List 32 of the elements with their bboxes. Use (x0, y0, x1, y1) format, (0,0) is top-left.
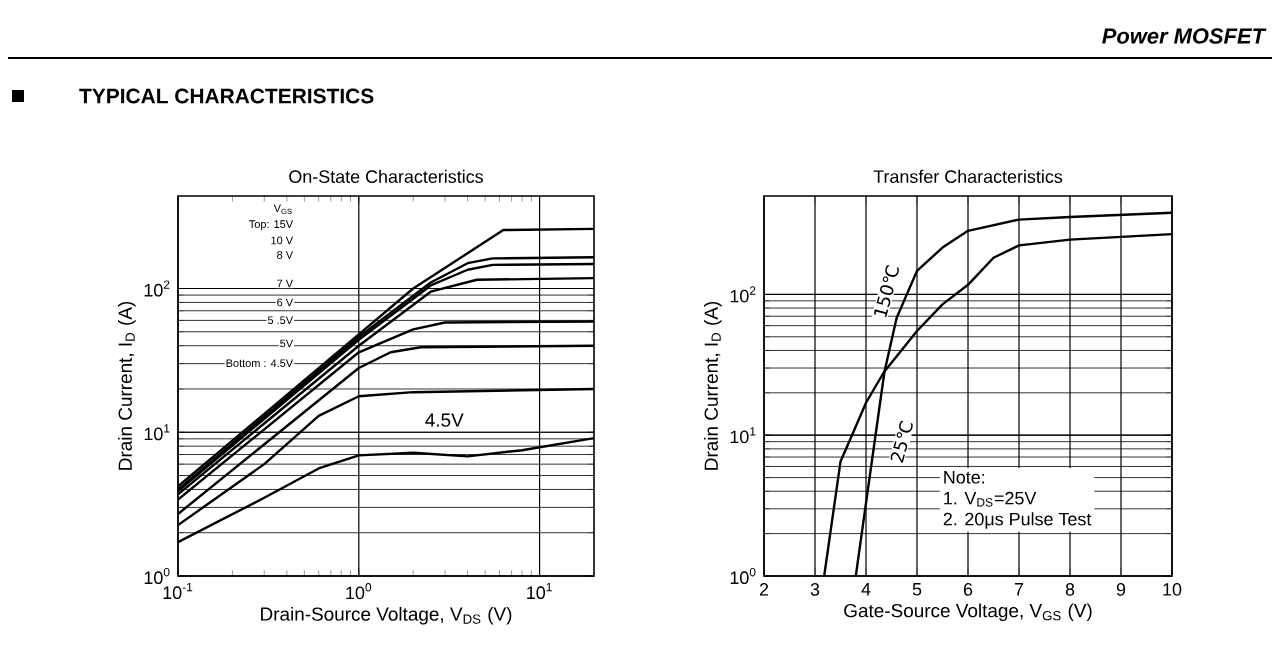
x-tick-label: 2 (759, 583, 769, 596)
x-tick-label: 4 (861, 583, 871, 596)
chart-title: On-State Characteristics (289, 169, 483, 183)
x-axis-title: Gate-Source Voltage, V$_{GS}$ (V) (844, 603, 1092, 622)
y-tick-label: 10$^{1}$ (144, 424, 170, 441)
annotation: 2. 20μs Pulse Test (943, 512, 1092, 529)
x-tick-label: 3 (810, 583, 820, 596)
x-axis-title: Drain-Source Voltage, V$_{DS}$ (V) (261, 606, 512, 625)
y-tick-label: 10$^{0}$ (144, 567, 170, 585)
x-tick-label: 10 (1163, 583, 1182, 596)
x-tick-label: 9 (1116, 583, 1126, 596)
annotation: 1. V$_{DS}$=25V (944, 491, 1037, 507)
annotation: Note: (944, 471, 985, 484)
x-tick-label: 10$^{0}$ (346, 583, 372, 600)
x-tick-label: 8 (1065, 583, 1075, 596)
y-axis-title: Drain Current, I$_{D}$ (A) (704, 301, 722, 470)
x-tick-label: 7 (1014, 583, 1024, 596)
annotation: 150℃ (874, 264, 899, 318)
annotation: 25℃ (890, 420, 913, 463)
x-tick-label: 10$^{1}$ (527, 583, 552, 600)
x-tick-label: 5 (912, 583, 922, 596)
x-tick-label: 6 (963, 583, 973, 596)
y-tick-label: 10$^{0}$ (730, 567, 756, 585)
y-tick-label: 10$^{1}$ (730, 427, 756, 444)
y-tick-label: 10$^{2}$ (144, 280, 170, 297)
y-axis-title: Drain Current, I$_{D}$ (A) (118, 301, 136, 470)
chart-title: Transfer Characteristics (873, 169, 1063, 183)
y-tick-label: 10$^{2}$ (730, 286, 756, 303)
text: Power MOSFET (1102, 28, 1267, 44)
annotation: 4.5V (425, 413, 464, 427)
text: TYPICAL CHARACTERISTICS (79, 88, 374, 104)
x-tick-label: 10$^{-1}$ (163, 583, 193, 600)
